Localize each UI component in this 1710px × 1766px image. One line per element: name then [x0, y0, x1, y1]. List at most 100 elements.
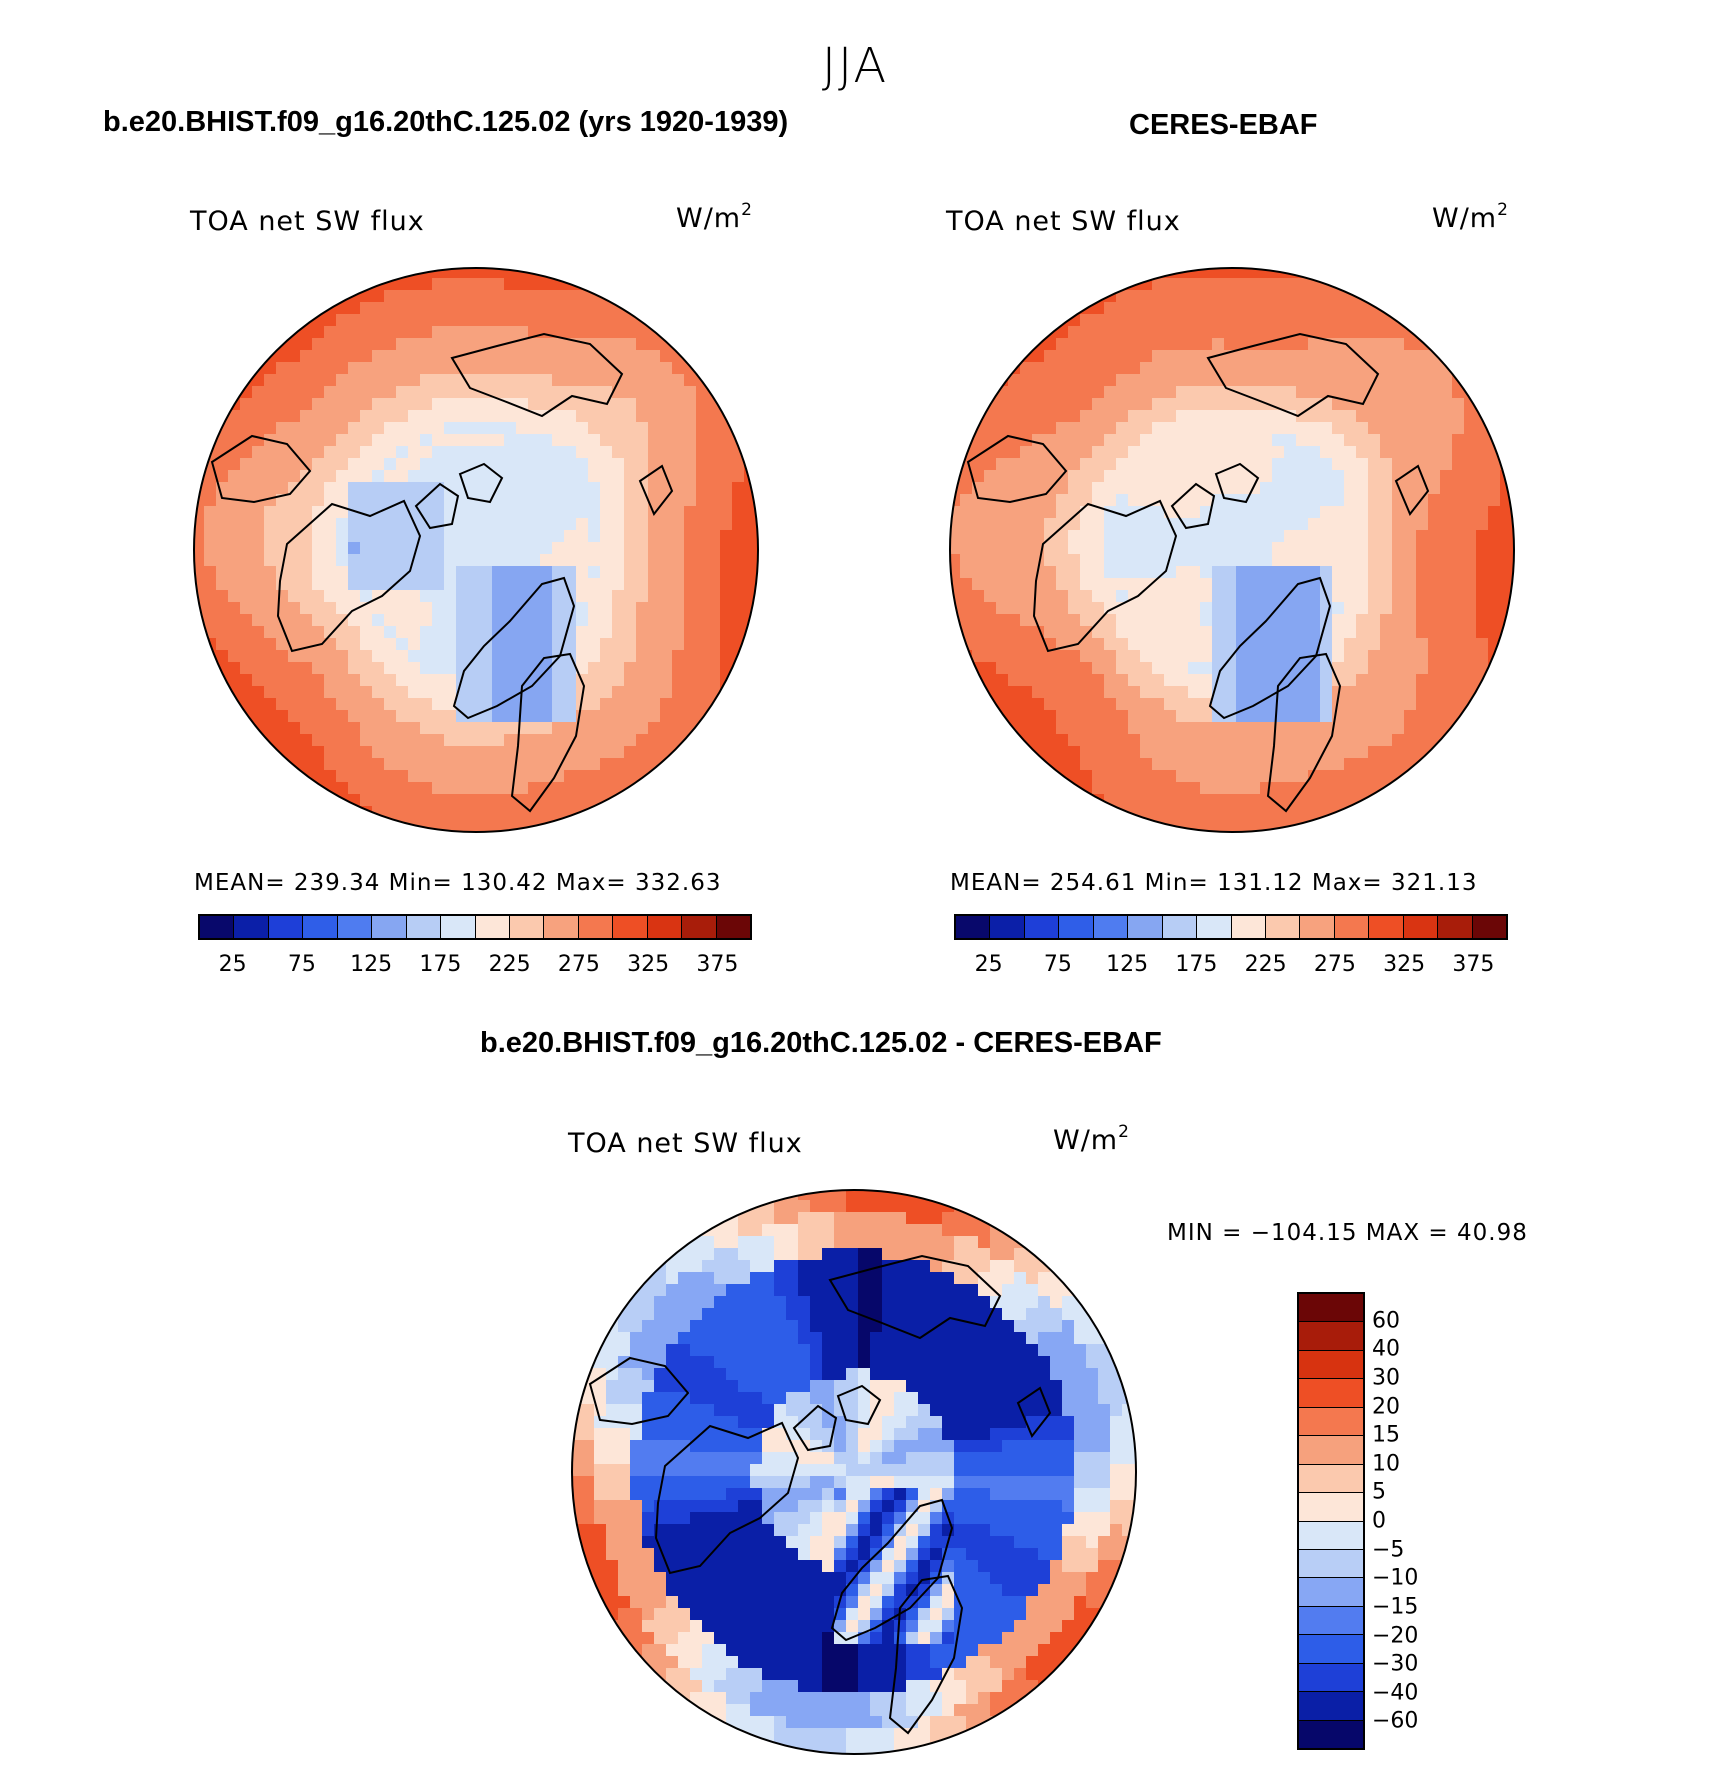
- field-cell: [1068, 578, 1081, 591]
- field-cell: [1140, 314, 1153, 327]
- field-cell: [408, 470, 421, 483]
- field-cell: [1068, 458, 1081, 471]
- field-cell: [870, 1296, 883, 1309]
- field-cell: [684, 542, 697, 555]
- field-cell: [504, 470, 517, 483]
- field-cell: [648, 638, 661, 651]
- field-cell: [774, 1308, 787, 1321]
- field-cell: [972, 554, 985, 567]
- field-cell: [612, 662, 625, 675]
- field-cell: [786, 1524, 799, 1537]
- field-cell: [312, 374, 325, 387]
- field-cell: [480, 422, 493, 435]
- field-cell: [618, 1476, 631, 1489]
- field-cell: [1488, 530, 1501, 543]
- field-cell: [384, 494, 397, 507]
- field-cell: [468, 398, 481, 411]
- field-cell: [1176, 722, 1189, 735]
- field-cell: [432, 614, 445, 627]
- field-cell: [1440, 494, 1453, 507]
- field-cell: [726, 1284, 739, 1297]
- field-cell: [396, 806, 409, 819]
- field-cell: [894, 1344, 907, 1357]
- field-cell: [600, 458, 613, 471]
- field-cell: [540, 794, 553, 807]
- field-cell: [288, 506, 301, 519]
- field-cell: [444, 494, 457, 507]
- field-cell: [810, 1512, 823, 1525]
- field-cell: [1344, 506, 1357, 519]
- field-cell: [984, 626, 997, 639]
- field-cell: [444, 530, 457, 543]
- field-cell: [444, 446, 457, 459]
- field-cell: [1002, 1512, 1015, 1525]
- field-cell: [1152, 350, 1165, 363]
- field-cell: [642, 1464, 655, 1477]
- field-cell: [288, 650, 301, 663]
- field-cell: [1014, 1332, 1027, 1345]
- field-cell: [1368, 530, 1381, 543]
- field-cell: [1056, 782, 1069, 795]
- field-cell: [1068, 710, 1081, 723]
- field-cell: [678, 1476, 691, 1489]
- field-cell: [1296, 710, 1309, 723]
- field-cell: [1116, 566, 1129, 579]
- field-cell: [492, 710, 505, 723]
- field-cell: [468, 782, 481, 795]
- field-cell: [1188, 758, 1201, 771]
- field-cell: [1014, 1440, 1027, 1453]
- field-cell: [588, 722, 601, 735]
- field-cell: [834, 1380, 847, 1393]
- field-cell: [1032, 650, 1045, 663]
- field-cell: [648, 674, 661, 687]
- field-cell: [834, 1392, 847, 1405]
- field-cell: [1332, 590, 1345, 603]
- field-cell: [1368, 722, 1381, 735]
- field-cell: [300, 578, 313, 591]
- field-cell: [432, 386, 445, 399]
- field-cell: [1176, 578, 1189, 591]
- field-cell: [684, 566, 697, 579]
- field-cell: [300, 326, 313, 339]
- field-cell: [1044, 722, 1057, 735]
- field-cell: [408, 770, 421, 783]
- field-cell: [468, 758, 481, 771]
- field-cell: [1248, 686, 1261, 699]
- field-cell: [1038, 1440, 1051, 1453]
- field-cell: [576, 386, 589, 399]
- field-cell: [624, 470, 637, 483]
- field-cell: [846, 1284, 859, 1297]
- field-cell: [648, 578, 661, 591]
- field-cell: [1320, 506, 1333, 519]
- field-cell: [1260, 710, 1273, 723]
- field-cell: [950, 590, 961, 603]
- field-cell: [702, 1512, 715, 1525]
- field-cell: [564, 314, 577, 327]
- field-cell: [504, 350, 517, 363]
- field-cell: [492, 434, 505, 447]
- field-cell: [606, 1488, 619, 1501]
- field-cell: [468, 686, 481, 699]
- field-cell: [1122, 1428, 1135, 1441]
- field-cell: [990, 1284, 1003, 1297]
- field-cell: [360, 674, 373, 687]
- field-cell: [372, 398, 385, 411]
- field-cell: [516, 494, 529, 507]
- field-cell: [576, 542, 589, 555]
- field-cell: [492, 302, 505, 315]
- field-cell: [1428, 566, 1441, 579]
- field-cell: [612, 482, 625, 495]
- field-cell: [1488, 470, 1501, 483]
- field-cell: [1224, 734, 1237, 747]
- field-cell: [1014, 1284, 1027, 1297]
- field-cell: [1392, 362, 1405, 375]
- field-cell: [666, 1296, 679, 1309]
- field-cell: [384, 674, 397, 687]
- field-cell: [576, 578, 589, 591]
- field-cell: [1356, 566, 1369, 579]
- field-cell: [516, 518, 529, 531]
- field-cell: [1116, 662, 1129, 675]
- field-cell: [1440, 578, 1453, 591]
- field-cell: [300, 722, 313, 735]
- field-cell: [1086, 1296, 1099, 1309]
